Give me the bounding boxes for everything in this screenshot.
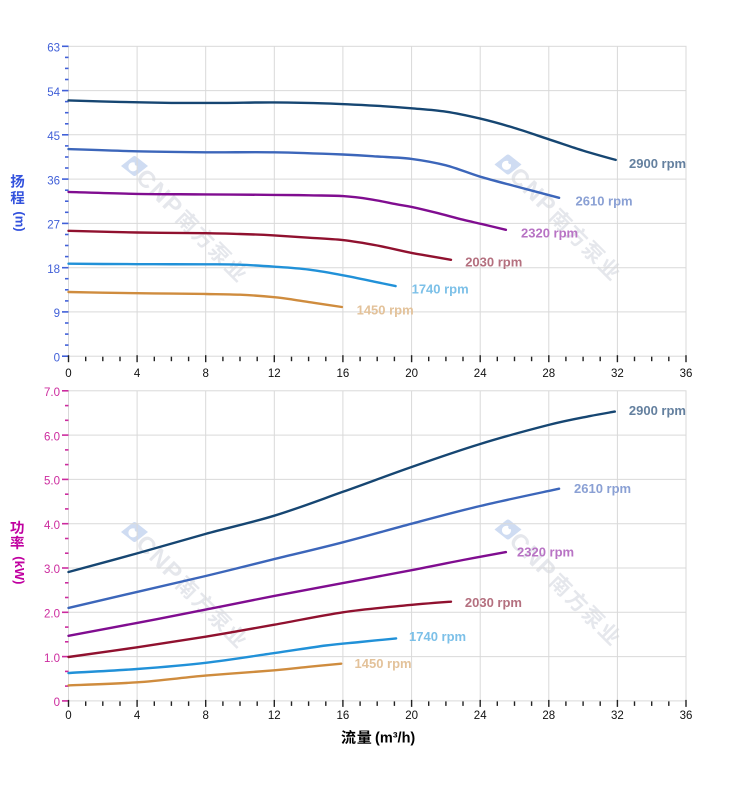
svg-text:1450 rpm: 1450 rpm — [355, 656, 412, 671]
svg-text:16: 16 — [337, 368, 350, 380]
svg-text:2030 rpm: 2030 rpm — [465, 595, 522, 610]
svg-text:4: 4 — [134, 710, 141, 722]
svg-text:54: 54 — [47, 87, 60, 99]
svg-text:0: 0 — [54, 352, 60, 364]
svg-text:12: 12 — [268, 368, 281, 380]
svg-text:2610 rpm: 2610 rpm — [574, 481, 631, 496]
svg-text:2.0: 2.0 — [44, 609, 60, 621]
svg-text:2610 rpm: 2610 rpm — [576, 193, 633, 208]
svg-text:2320 rpm: 2320 rpm — [521, 226, 578, 241]
svg-text:18: 18 — [47, 264, 60, 276]
svg-text:36: 36 — [680, 710, 693, 722]
svg-text:2900 rpm: 2900 rpm — [629, 403, 686, 418]
svg-text:1.0: 1.0 — [44, 653, 60, 665]
svg-text:0: 0 — [65, 710, 71, 722]
svg-text:24: 24 — [474, 710, 487, 722]
svg-text:2320 rpm: 2320 rpm — [517, 545, 574, 560]
svg-text:24: 24 — [474, 368, 487, 380]
svg-text:4.0: 4.0 — [44, 520, 60, 532]
svg-text:1740 rpm: 1740 rpm — [412, 282, 469, 297]
svg-text:20: 20 — [405, 368, 418, 380]
svg-text:36: 36 — [47, 175, 60, 187]
svg-text:5.0: 5.0 — [44, 476, 60, 488]
svg-text:1450 rpm: 1450 rpm — [357, 303, 414, 318]
svg-text:28: 28 — [542, 710, 555, 722]
svg-text:0: 0 — [54, 697, 60, 709]
svg-text:45: 45 — [47, 131, 60, 143]
svg-text:20: 20 — [405, 710, 418, 722]
svg-text:7.0: 7.0 — [44, 387, 60, 399]
svg-text:(kW): (kW) — [12, 556, 27, 584]
svg-text:27: 27 — [47, 220, 60, 232]
svg-text:4: 4 — [134, 368, 141, 380]
svg-text:8: 8 — [202, 368, 208, 380]
svg-text:32: 32 — [611, 368, 624, 380]
svg-text:32: 32 — [611, 710, 624, 722]
svg-text:2900 rpm: 2900 rpm — [629, 156, 686, 171]
svg-text:12: 12 — [268, 710, 281, 722]
svg-text:(m³/h): (m³/h) — [375, 730, 415, 746]
svg-text:3.0: 3.0 — [44, 564, 60, 576]
svg-text:36: 36 — [680, 368, 693, 380]
svg-text:63: 63 — [47, 43, 60, 55]
svg-text:(m): (m) — [13, 211, 28, 231]
svg-text:16: 16 — [337, 710, 350, 722]
svg-text:2030 rpm: 2030 rpm — [465, 255, 522, 270]
svg-text:8: 8 — [202, 710, 208, 722]
svg-text:0: 0 — [65, 368, 71, 380]
svg-text:28: 28 — [542, 368, 555, 380]
svg-text:1740 rpm: 1740 rpm — [409, 629, 466, 644]
svg-text:6.0: 6.0 — [44, 431, 60, 443]
svg-text:9: 9 — [54, 308, 60, 320]
